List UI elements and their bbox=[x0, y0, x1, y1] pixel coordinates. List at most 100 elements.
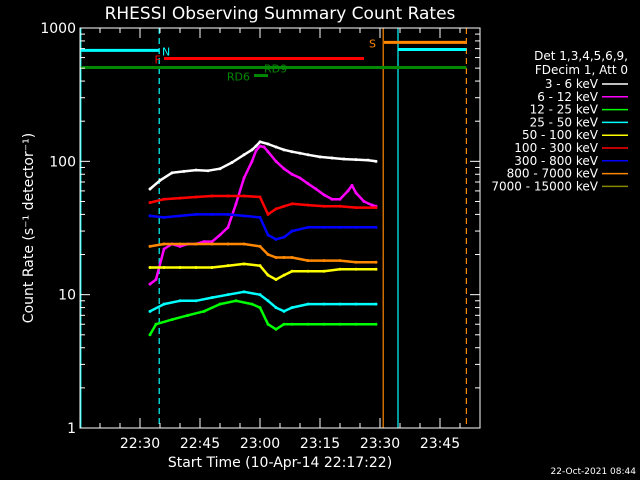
series-point bbox=[162, 247, 166, 251]
series-point bbox=[290, 269, 294, 273]
series-point bbox=[290, 322, 294, 326]
series-point bbox=[338, 197, 342, 201]
series-point bbox=[290, 255, 294, 259]
series-point bbox=[226, 264, 230, 268]
series-point bbox=[374, 225, 378, 229]
series-point bbox=[306, 225, 310, 229]
series-point bbox=[274, 255, 278, 259]
x-tick-label: 22:30 bbox=[120, 436, 160, 452]
series-point bbox=[306, 302, 310, 306]
series-point bbox=[274, 277, 278, 281]
chart-title: RHESSI Observing Summary Count Rates bbox=[105, 4, 456, 24]
legend-entry-label: 7000 - 15000 keV bbox=[491, 179, 598, 193]
series-point bbox=[342, 157, 346, 161]
x-tick-label: 23:00 bbox=[240, 436, 280, 452]
series-point bbox=[242, 176, 246, 180]
legend-header-line: Det 1,3,4,5,6,9, bbox=[534, 49, 628, 63]
y-tick-label: 100 bbox=[49, 154, 76, 170]
x-axis-label: Start Time (10-Apr-14 22:17:22) bbox=[168, 455, 392, 471]
series-point bbox=[210, 212, 214, 216]
series-point bbox=[354, 191, 358, 195]
series-point bbox=[186, 313, 190, 317]
series-point bbox=[258, 306, 262, 310]
series-point bbox=[148, 244, 152, 248]
series-point bbox=[210, 240, 214, 244]
series-point bbox=[194, 299, 198, 303]
series-point bbox=[266, 142, 270, 146]
series-point bbox=[234, 202, 238, 206]
series-point bbox=[290, 150, 294, 154]
series-point bbox=[330, 197, 334, 201]
series-point bbox=[374, 322, 378, 326]
series-point bbox=[226, 212, 230, 216]
series-point bbox=[322, 225, 326, 229]
series-point bbox=[262, 145, 266, 149]
series-point bbox=[322, 259, 326, 263]
series-point bbox=[318, 155, 322, 159]
series-point bbox=[274, 327, 278, 331]
series-point bbox=[258, 264, 262, 268]
series-point bbox=[202, 309, 206, 313]
footer-date: 22-Oct-2021 08:44 bbox=[551, 467, 637, 477]
series-point bbox=[338, 302, 342, 306]
series-point bbox=[338, 204, 342, 208]
series-point bbox=[354, 225, 358, 229]
series-point bbox=[194, 212, 198, 216]
flag-label: F bbox=[154, 54, 160, 67]
series-point bbox=[148, 201, 152, 205]
series-point bbox=[266, 322, 270, 326]
series-point bbox=[254, 149, 258, 153]
series-point bbox=[306, 182, 310, 186]
series-point bbox=[258, 244, 262, 248]
x-tick-label: 23:30 bbox=[360, 436, 400, 452]
series-point bbox=[258, 195, 262, 199]
flag-bars: NF RD9 RD6 S bbox=[80, 37, 467, 84]
series-point bbox=[210, 242, 214, 246]
y-tick-label: 10 bbox=[58, 288, 76, 304]
series-point bbox=[148, 187, 152, 191]
series-point bbox=[274, 207, 278, 211]
series-point bbox=[338, 225, 342, 229]
series-point bbox=[210, 265, 214, 269]
series-point bbox=[338, 322, 342, 326]
series-point bbox=[274, 145, 278, 149]
series-point bbox=[178, 299, 182, 303]
series-point bbox=[322, 193, 326, 197]
series-point bbox=[242, 242, 246, 246]
y-tick-label: 1 bbox=[67, 421, 76, 437]
series-point bbox=[170, 171, 174, 175]
series-point bbox=[182, 169, 186, 173]
series-point bbox=[162, 265, 166, 269]
flag-label: S bbox=[369, 37, 376, 50]
flag-label: N bbox=[162, 45, 170, 58]
series-point bbox=[290, 306, 294, 310]
series-point bbox=[322, 204, 326, 208]
legend-entry-label: 12 - 25 keV bbox=[530, 103, 599, 117]
series-point bbox=[298, 176, 302, 180]
series-point bbox=[306, 259, 310, 263]
series-point bbox=[158, 178, 162, 182]
series-point bbox=[314, 187, 318, 191]
series-point bbox=[330, 156, 334, 160]
flag-label: RD9 bbox=[264, 63, 287, 76]
legend-entry-label: 50 - 100 keV bbox=[522, 128, 599, 142]
series-point bbox=[306, 203, 310, 207]
series-point bbox=[154, 322, 158, 326]
series-point bbox=[282, 322, 286, 326]
series-point bbox=[298, 151, 302, 155]
series-point bbox=[218, 167, 222, 171]
series-point bbox=[266, 233, 270, 237]
series-point bbox=[322, 269, 326, 273]
series-point bbox=[178, 244, 182, 248]
series-point bbox=[374, 159, 378, 163]
series-point bbox=[242, 262, 246, 266]
series-group bbox=[148, 140, 378, 337]
series-point bbox=[242, 214, 246, 218]
series-point bbox=[170, 318, 174, 322]
series-point bbox=[266, 273, 270, 277]
series-point bbox=[210, 194, 214, 198]
series-line bbox=[148, 299, 376, 336]
series-point bbox=[282, 235, 286, 239]
